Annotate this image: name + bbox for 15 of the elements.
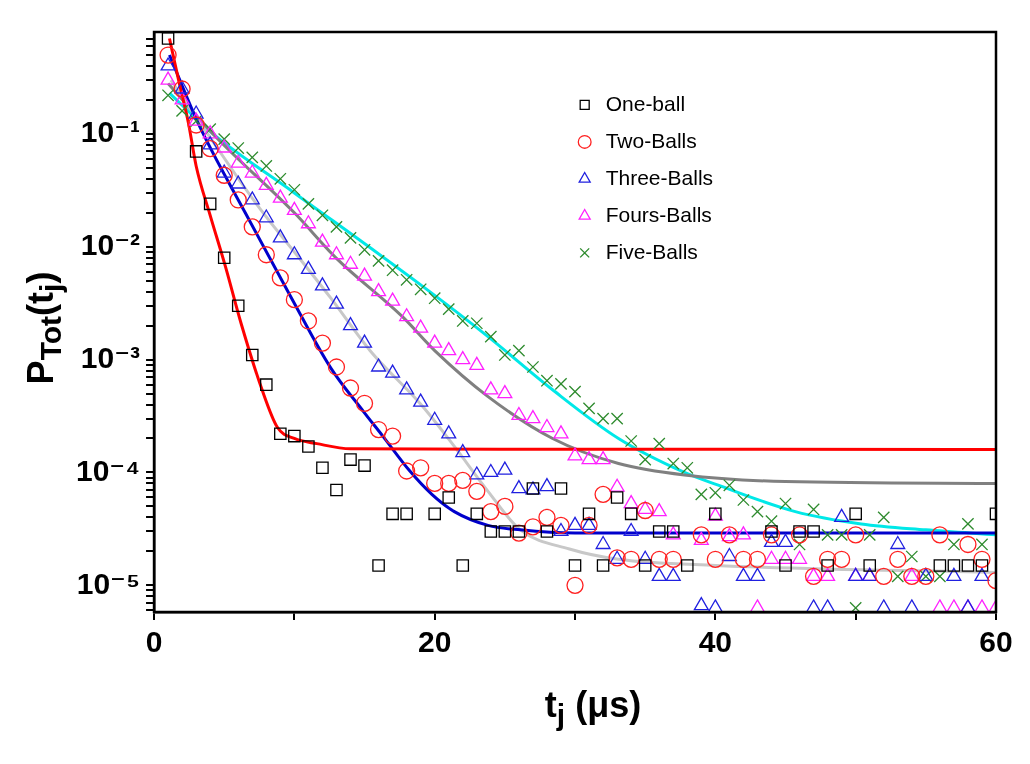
x-tick-label: 20: [418, 625, 452, 659]
x-tick-label: 0: [145, 625, 163, 659]
legend-label: Fours-Balls: [605, 202, 712, 226]
x-tick-label: 60: [979, 625, 1013, 659]
y-tick-label: 10⁻¹: [80, 115, 141, 149]
legend-label: One-ball: [605, 91, 686, 115]
y-tick-label: 10⁻³: [80, 340, 141, 374]
legend-label: Three-Balls: [605, 165, 714, 189]
y-tick-label: 10⁻²: [80, 228, 141, 262]
x-tick-label: 40: [698, 625, 733, 659]
legend-label: Five-Balls: [605, 239, 698, 263]
legend-label: Two-Balls: [605, 128, 697, 152]
x-axis-title: t$_{j}$ (μs): [543, 684, 643, 733]
y-tick-label: 10⁻⁴: [76, 453, 141, 487]
y-tick-label: 10⁻⁵: [76, 566, 141, 600]
